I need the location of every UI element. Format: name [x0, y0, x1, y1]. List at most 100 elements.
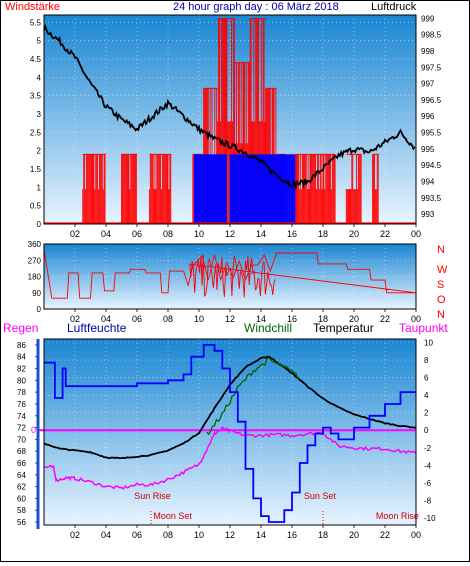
- y-left-tick-label: 1.5: [30, 165, 42, 174]
- compass-label: N: [437, 244, 445, 256]
- x-tick-label: 14: [256, 229, 266, 239]
- x-tick-label: 20: [349, 229, 359, 239]
- y-left-tick-label: 4.5: [30, 55, 42, 64]
- y-left-tick-label: 2: [37, 147, 42, 156]
- x-tick-label: 04: [101, 314, 111, 324]
- x-tick-label: 18: [318, 229, 328, 239]
- x-tick-label: 14: [256, 314, 266, 324]
- y-right-tick-label: 996: [421, 112, 435, 121]
- y-left-tick-label: 84: [17, 353, 26, 362]
- x-tick-label: 04: [101, 229, 111, 239]
- x-tick-label: 12: [225, 314, 235, 324]
- x-tick-label: 18: [318, 530, 328, 540]
- y-left-tick-label: 64: [17, 471, 26, 480]
- x-tick-label: 02: [70, 530, 80, 540]
- x-tick-label: 10: [194, 229, 204, 239]
- x-tick-label: 10: [194, 530, 204, 540]
- y-left-tick-label: 72: [17, 424, 26, 433]
- y-right-tick-label: 6: [424, 374, 429, 383]
- y-left-tick-label: 1: [37, 183, 42, 192]
- y-left-tick-label: 82: [17, 365, 26, 374]
- y-right-tick-label: 993: [421, 210, 435, 219]
- y-left-tick-label: 66: [17, 459, 26, 468]
- x-tick-label: 02: [70, 314, 80, 324]
- y-left-tick-label: 180: [28, 273, 42, 282]
- legend-regen: Regen: [3, 321, 38, 335]
- y-right-tick-label: 999: [421, 14, 435, 23]
- x-tick-label: 14: [256, 530, 266, 540]
- wind-direction-line: [43, 249, 417, 299]
- x-tick-label: 00: [411, 530, 421, 540]
- y-right-tick-label: 998: [421, 47, 435, 56]
- zero-marker: 0: [31, 425, 36, 435]
- y-right-tick-label: 994.5: [421, 161, 442, 170]
- x-tick-label: 02: [70, 229, 80, 239]
- x-tick-label: 00: [411, 229, 421, 239]
- y-right-tick-label: 995.5: [421, 129, 442, 138]
- x-tick-label: 20: [349, 530, 359, 540]
- y-right-tick-label: 998.5: [421, 31, 442, 40]
- y-right-tick-label: 2: [424, 409, 429, 418]
- x-tick-label: 22: [380, 229, 390, 239]
- annotation-label: Sun Rise: [134, 491, 171, 501]
- y-left-tick-label: 90: [32, 289, 41, 298]
- y-right-tick-label: 10: [424, 339, 433, 348]
- y-left-tick-label: 0: [37, 305, 42, 314]
- y-right-tick-label: 997: [421, 80, 435, 89]
- y-right-tick-label: -10: [424, 514, 436, 523]
- y-right-tick-label: 0: [424, 426, 429, 435]
- y-left-tick-label: 62: [17, 483, 26, 492]
- x-tick-label: 18: [318, 314, 328, 324]
- x-tick-label: 08: [163, 229, 173, 239]
- y-left-tick-label: 60: [17, 494, 26, 503]
- wind-pressure-panel: 0 0.5 1 1.5 2 2.5 3 3.5 4 4.5 5 5.5 993 993.5 994 994.5…: [30, 14, 442, 239]
- y-right-tick-label: 995: [421, 145, 435, 154]
- y-left-tick-label: 4: [37, 73, 42, 82]
- y-left-tick-label: 3: [37, 110, 42, 119]
- x-tick-label: 20: [349, 314, 359, 324]
- x-tick-label: 08: [163, 314, 173, 324]
- humidity-temperature-panel: 56586062646668707274767880828486-10-8-6-…: [17, 338, 436, 540]
- x-tick-label: 00: [411, 314, 421, 324]
- y-left-tick-label: 0.5: [30, 202, 42, 211]
- x-tick-label: 22: [380, 314, 390, 324]
- y-left-tick-label: 270: [28, 256, 42, 265]
- x-tick-label: 04: [101, 530, 111, 540]
- y-right-tick-label: 4: [424, 391, 429, 400]
- temperature-line: [43, 355, 416, 460]
- legend-luftfeuchte: Luftfeuchte: [67, 321, 127, 335]
- y-left-tick-label: 3.5: [30, 92, 42, 101]
- y-left-tick-label: 76: [17, 400, 26, 409]
- x-tick-label: 10: [194, 314, 204, 324]
- y-left-tick-label: 56: [17, 518, 26, 527]
- x-tick-label: 06: [132, 229, 142, 239]
- annotation-label: Moon Rise: [376, 511, 419, 521]
- y-right-tick-label: 997.5: [421, 63, 442, 72]
- x-tick-label: 16: [287, 229, 297, 239]
- x-tick-label: 22: [380, 530, 390, 540]
- compass-label: N: [437, 309, 445, 321]
- y-left-tick-label: 5.5: [30, 18, 42, 27]
- graph-title: 24 hour graph day : 06 März 2018: [173, 1, 339, 13]
- compass-label: W: [437, 264, 448, 276]
- y-right-tick-label: 994: [421, 178, 435, 187]
- y-left-tick-label: 74: [17, 412, 26, 421]
- windchill-line: [206, 357, 301, 436]
- y-left-tick-label: 2.5: [30, 128, 42, 137]
- legend-taupunkt: Taupunkt: [399, 321, 448, 335]
- dew-point-line: [43, 426, 417, 490]
- x-tick-label: 16: [287, 314, 297, 324]
- y-right-tick-label: 996.5: [421, 96, 442, 105]
- y-right-tick-label: -2: [424, 444, 432, 453]
- y-right-tick-label: -8: [424, 496, 432, 505]
- y-left-tick-label: 58: [17, 506, 26, 515]
- annotation-label: Sun Set: [304, 491, 337, 501]
- y-left-tick-label: 0: [37, 220, 42, 229]
- y-right-tick-label: -4: [424, 461, 432, 470]
- pressure-label: Luftdruck: [371, 1, 417, 13]
- x-tick-label: 12: [225, 229, 235, 239]
- y-right-tick-label: 993.5: [421, 194, 442, 203]
- y-left-tick-label: 68: [17, 447, 26, 456]
